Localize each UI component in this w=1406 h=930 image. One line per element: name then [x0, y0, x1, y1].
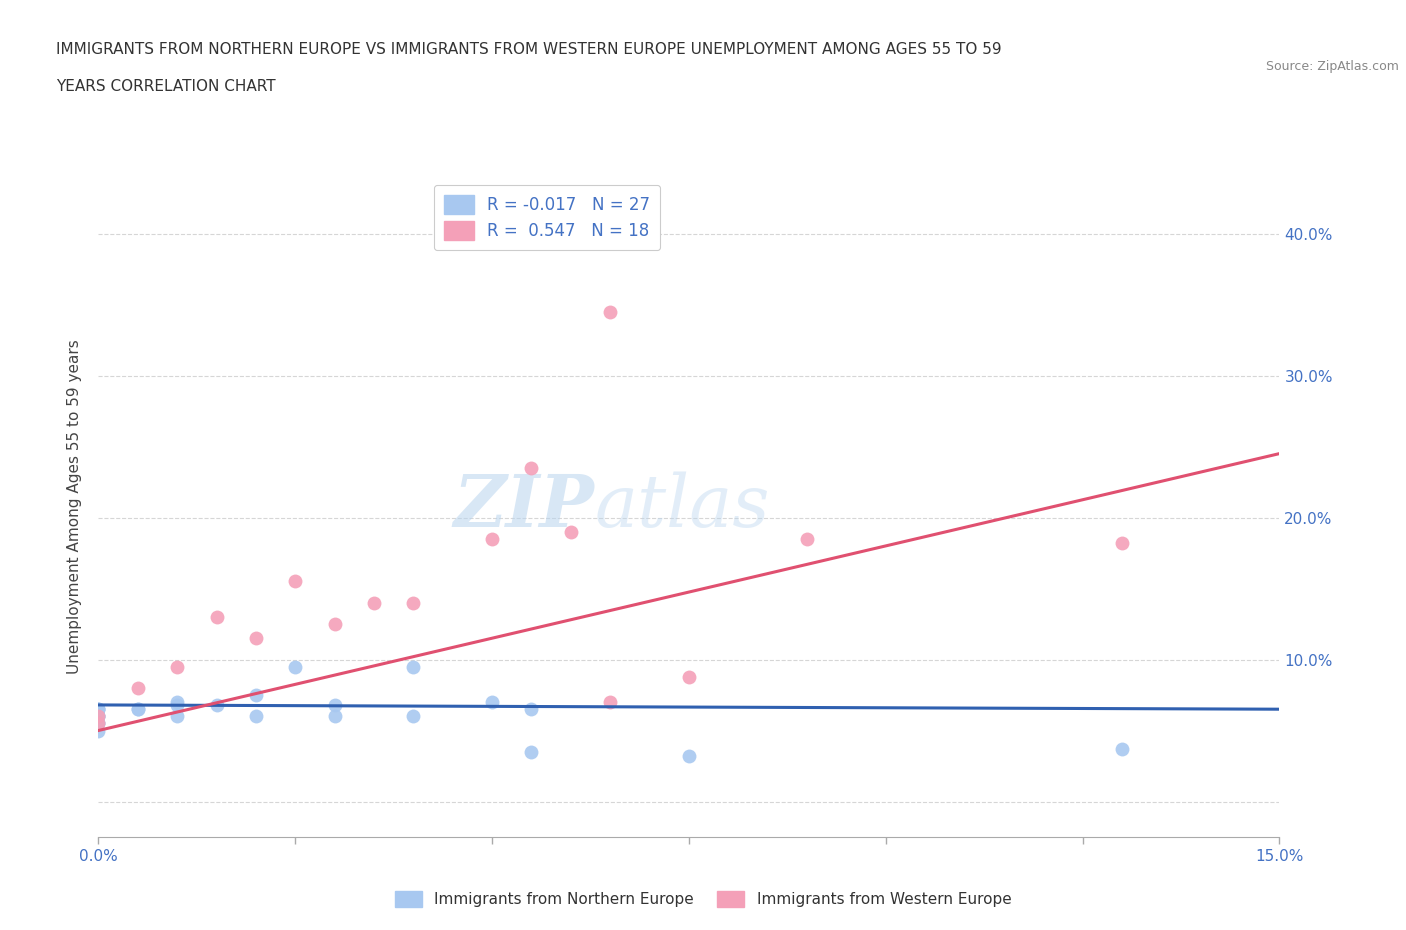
Point [402, 709, 425, 724]
Text: Source: ZipAtlas.com: Source: ZipAtlas.com [1265, 60, 1399, 73]
Legend: R = -0.017   N = 27, R =  0.547   N = 18: R = -0.017 N = 27, R = 0.547 N = 18 [434, 185, 661, 250]
Point [678, 669, 700, 684]
Point [363, 595, 385, 610]
Point [284, 574, 307, 589]
Point [166, 709, 188, 724]
Point [796, 531, 818, 546]
Text: IMMIGRANTS FROM NORTHERN EUROPE VS IMMIGRANTS FROM WESTERN EUROPE UNEMPLOYMENT A: IMMIGRANTS FROM NORTHERN EUROPE VS IMMIG… [56, 42, 1002, 57]
Point [599, 695, 621, 710]
Point [245, 631, 267, 645]
Point [166, 695, 188, 710]
Text: atlas: atlas [595, 472, 770, 542]
Point [678, 749, 700, 764]
Point [87, 702, 110, 717]
Point [87, 723, 110, 737]
Point [127, 702, 149, 717]
Point [1111, 536, 1133, 551]
Text: ZIP: ZIP [454, 472, 595, 542]
Point [87, 716, 110, 731]
Point [481, 695, 503, 710]
Point [205, 698, 228, 712]
Point [166, 659, 188, 674]
Point [1111, 741, 1133, 756]
Point [323, 617, 346, 631]
Point [481, 531, 503, 546]
Point [87, 702, 110, 717]
Point [127, 702, 149, 717]
Point [284, 659, 307, 674]
Point [323, 709, 346, 724]
Point [402, 659, 425, 674]
Point [205, 609, 228, 624]
Text: YEARS CORRELATION CHART: YEARS CORRELATION CHART [56, 79, 276, 94]
Point [127, 681, 149, 696]
Point [87, 709, 110, 724]
Point [166, 698, 188, 712]
Point [245, 709, 267, 724]
Point [87, 709, 110, 724]
Y-axis label: Unemployment Among Ages 55 to 59 years: Unemployment Among Ages 55 to 59 years [67, 339, 83, 674]
Point [520, 460, 543, 475]
Point [599, 304, 621, 319]
Point [87, 709, 110, 724]
Point [87, 716, 110, 731]
Point [520, 702, 543, 717]
Legend: Immigrants from Northern Europe, Immigrants from Western Europe: Immigrants from Northern Europe, Immigra… [388, 884, 1018, 913]
Point [560, 525, 582, 539]
Point [87, 709, 110, 724]
Point [520, 744, 543, 759]
Point [87, 702, 110, 717]
Point [245, 687, 267, 702]
Point [323, 698, 346, 712]
Point [402, 595, 425, 610]
Point [87, 716, 110, 731]
